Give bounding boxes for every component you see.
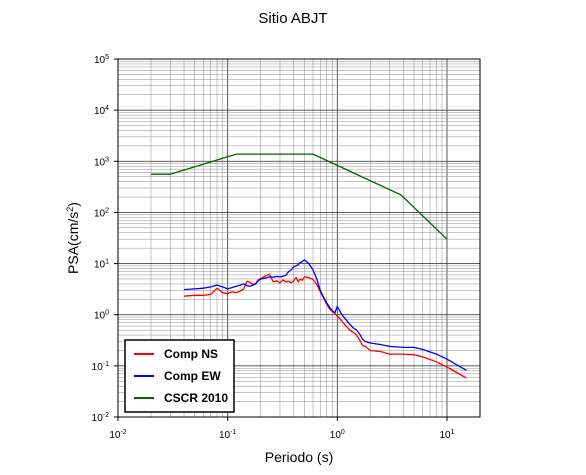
series-line-2	[183, 259, 467, 371]
y-axis-label-sup: 2	[65, 207, 75, 212]
y-axis-label: PSA(cm/s2)	[65, 202, 81, 274]
grid	[117, 58, 481, 418]
chart-title: Sitio ABJT	[258, 10, 327, 27]
x-tick-label: 10-2	[109, 429, 126, 441]
legend: Comp NS Comp EW CSCR 2010	[124, 339, 235, 413]
x-tick-label: 10-1	[219, 429, 236, 441]
y-tick-label: 10-1	[92, 361, 109, 373]
x-tick-label: 100	[330, 429, 345, 441]
series-line-1	[183, 273, 467, 379]
y-tick-label: 104	[94, 105, 109, 117]
y-tick-label: 100	[94, 310, 109, 322]
y-tick-label: 102	[94, 207, 109, 219]
legend-label: Comp EW	[164, 369, 221, 383]
y-tick-label: 101	[94, 259, 109, 271]
x-axis-label: Periodo (s)	[265, 449, 333, 465]
plot-frame	[117, 58, 481, 418]
x-tick-label: 101	[439, 429, 454, 441]
y-tick-label: 105	[94, 54, 109, 66]
legend-label: CSCR 2010	[164, 391, 228, 405]
series-layer	[151, 153, 467, 379]
y-tick-labels: 10-2 10-1 100 101 102 103 104 105	[92, 54, 118, 424]
y-tick-label: 10-2	[92, 412, 109, 424]
legend-label: Comp NS	[164, 347, 218, 361]
y-tick-label: 103	[94, 156, 109, 168]
x-tick-labels: 10-2 10-1 100 101	[109, 417, 455, 441]
series-line-3	[151, 153, 448, 240]
y-axis-label-suffix: )	[65, 202, 81, 207]
y-axis-label-main: PSA(cm/s	[65, 212, 81, 274]
